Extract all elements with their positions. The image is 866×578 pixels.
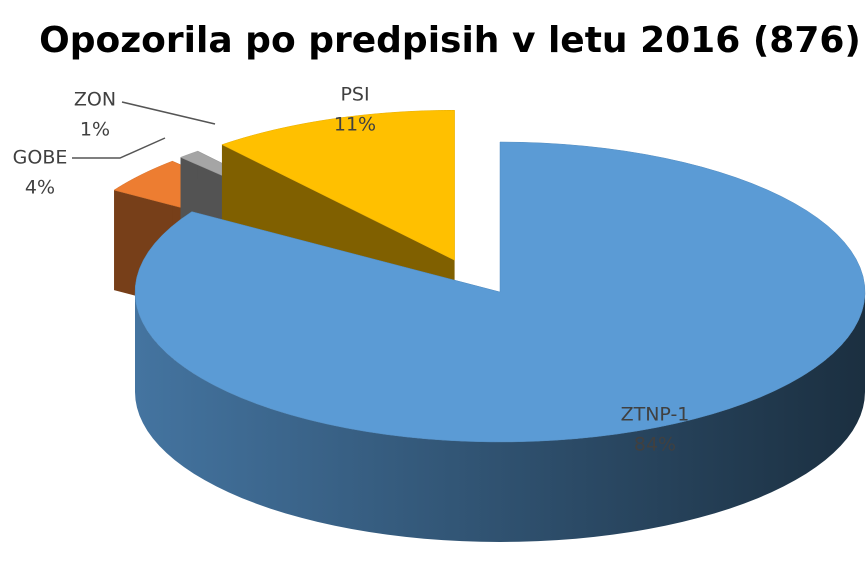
data-label: 11% [334, 114, 376, 136]
data-label: 1% [80, 119, 110, 141]
data-label-category: PSI [340, 84, 369, 106]
pie [113, 109, 866, 542]
data-label-category: ZTNP-1 [621, 404, 690, 426]
data-label-category: GOBE [13, 147, 68, 169]
data-label: 84% [634, 434, 676, 456]
leader-line [72, 137, 166, 159]
chart-title: Opozorila po predpisih v letu 2016 (876) [39, 20, 861, 61]
slice-wall [135, 292, 865, 542]
slice [134, 141, 866, 443]
data-label: 4% [25, 177, 55, 199]
leader-line [121, 101, 216, 125]
slice [221, 109, 455, 261]
data-label-category: ZON [74, 89, 116, 111]
